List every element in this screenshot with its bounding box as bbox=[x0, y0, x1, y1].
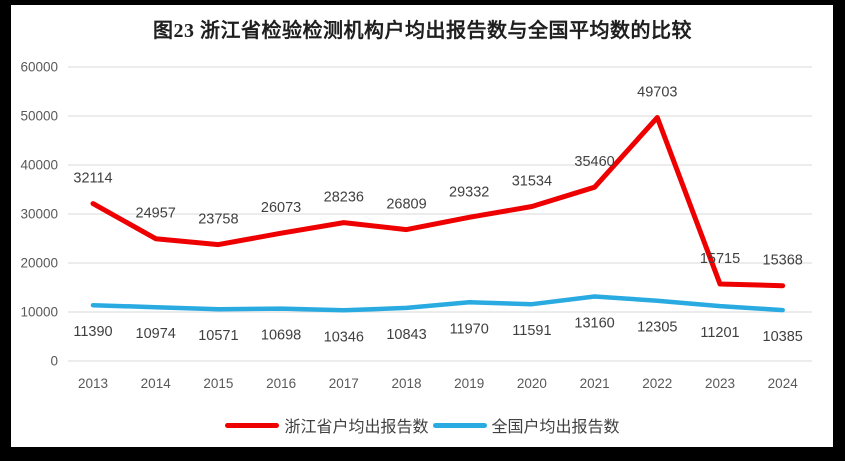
x-tick-label: 2017 bbox=[329, 376, 359, 391]
data-label: 10698 bbox=[261, 328, 301, 344]
data-label: 10974 bbox=[136, 326, 176, 342]
data-label: 15715 bbox=[700, 251, 740, 267]
x-tick-label: 2016 bbox=[266, 376, 296, 391]
data-label: 11390 bbox=[73, 324, 112, 340]
x-tick-label: 2021 bbox=[580, 376, 610, 391]
chart-legend: 浙江省户均出报告数 全国户均出报告数 bbox=[0, 413, 845, 437]
data-label: 12305 bbox=[637, 320, 677, 336]
y-tick-label: 0 bbox=[50, 354, 58, 369]
data-label: 11970 bbox=[450, 321, 489, 337]
data-label: 15368 bbox=[763, 253, 803, 269]
y-tick-label: 10000 bbox=[20, 305, 58, 320]
y-tick-label: 30000 bbox=[20, 207, 58, 222]
series-line bbox=[90, 294, 785, 313]
frame-border-right bbox=[833, 0, 845, 461]
data-label: 26809 bbox=[386, 197, 426, 213]
data-label: 10346 bbox=[324, 329, 364, 345]
x-tick-label: 2014 bbox=[141, 376, 172, 391]
data-label: 13160 bbox=[574, 316, 614, 332]
chart-title: 图23 浙江省检验检测机构户均出报告数与全国平均数的比较 bbox=[153, 20, 692, 42]
series-line bbox=[90, 115, 786, 289]
x-tick-label: 2013 bbox=[78, 376, 108, 391]
data-label: 29332 bbox=[449, 184, 489, 200]
x-tick-label: 2022 bbox=[642, 376, 672, 391]
data-label: 28236 bbox=[324, 190, 364, 206]
data-label: 31534 bbox=[512, 173, 552, 189]
data-label: 49703 bbox=[637, 84, 677, 100]
y-tick-label: 60000 bbox=[20, 60, 58, 75]
x-tick-label: 2023 bbox=[705, 376, 735, 391]
legend-swatch-national-icon bbox=[432, 422, 487, 428]
data-label: 11591 bbox=[512, 323, 551, 339]
data-label: 11201 bbox=[700, 325, 739, 341]
y-tick-label: 20000 bbox=[20, 256, 58, 271]
y-tick-label: 50000 bbox=[20, 109, 58, 124]
frame-border-left bbox=[0, 0, 11, 461]
x-tick-label: 2020 bbox=[517, 376, 547, 391]
legend-label-national: 全国户均出报告数 bbox=[491, 419, 620, 436]
data-label: 26073 bbox=[261, 200, 301, 216]
data-label: 23758 bbox=[198, 212, 238, 228]
data-label: 10571 bbox=[198, 328, 238, 344]
frame-border-top bbox=[0, 0, 845, 5]
y-tick-label: 40000 bbox=[20, 158, 58, 173]
x-tick-label: 2019 bbox=[454, 376, 484, 391]
x-tick-label: 2018 bbox=[391, 376, 421, 391]
data-label: 10385 bbox=[763, 329, 803, 345]
data-label: 32114 bbox=[73, 171, 112, 187]
data-label: 10843 bbox=[386, 327, 426, 343]
legend-label-zhejiang: 浙江省户均出报告数 bbox=[284, 419, 429, 436]
frame-border-bottom bbox=[0, 447, 845, 461]
legend-item-zhejiang: 浙江省户均出报告数 bbox=[225, 413, 429, 437]
legend-swatch-zhejiang-icon bbox=[225, 422, 280, 428]
x-tick-label: 2024 bbox=[768, 376, 799, 391]
legend-item-national: 全国户均出报告数 bbox=[432, 413, 620, 437]
data-label: 35460 bbox=[574, 154, 614, 170]
data-label: 24957 bbox=[136, 206, 176, 222]
x-tick-label: 2015 bbox=[203, 376, 233, 391]
